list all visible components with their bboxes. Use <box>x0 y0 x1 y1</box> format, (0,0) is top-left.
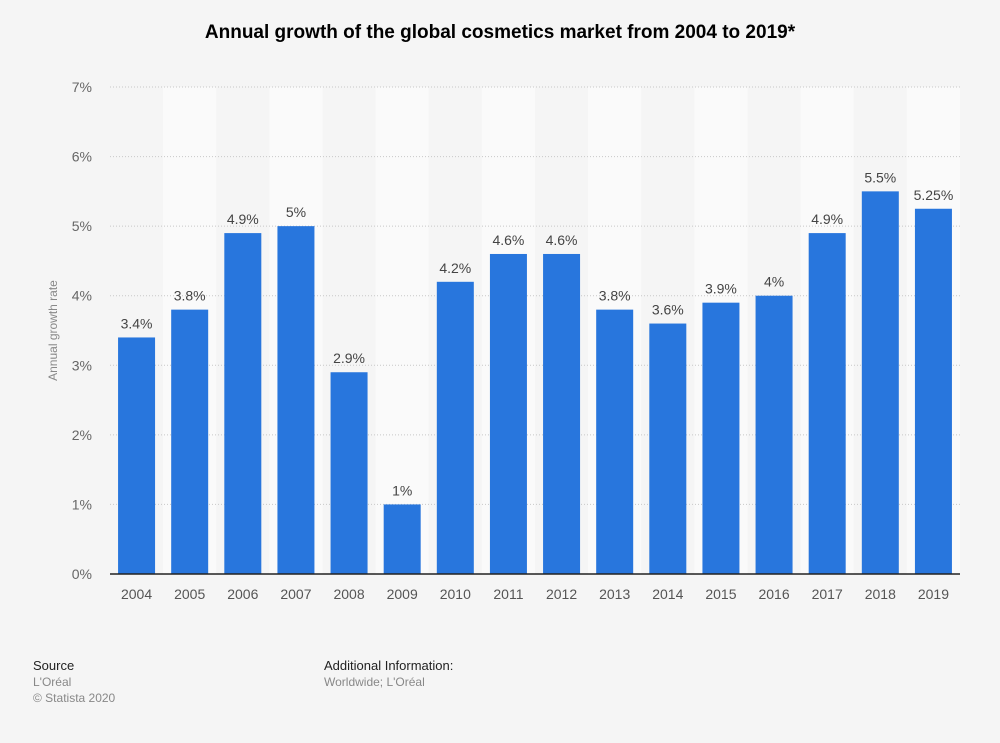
data-label: 4.2% <box>439 260 471 276</box>
data-label: 1% <box>392 482 412 498</box>
bar-2007 <box>277 226 315 574</box>
chart-title: Annual growth of the global cosmetics ma… <box>204 22 796 43</box>
x-tick-label: 2005 <box>174 586 205 602</box>
bar-2005 <box>171 309 209 574</box>
y-tick-label: 4% <box>72 288 92 304</box>
data-label: 3.6% <box>652 302 684 318</box>
data-label: 3.8% <box>174 288 206 304</box>
data-label: 3.9% <box>705 281 737 297</box>
bar-2011 <box>489 253 527 574</box>
data-label: 5% <box>286 204 306 220</box>
x-tick-label: 2012 <box>546 586 577 602</box>
x-tick-label: 2011 <box>493 586 523 602</box>
x-tick-label: 2009 <box>387 586 418 602</box>
x-tick-label: 2014 <box>652 586 683 602</box>
data-label: 2.9% <box>333 350 365 366</box>
info-heading: Additional Information: <box>324 658 454 673</box>
bar-2018 <box>861 191 899 574</box>
x-tick-label: 2004 <box>121 586 152 602</box>
data-label: 5.5% <box>864 169 896 185</box>
copyright: © Statista 2020 <box>33 691 116 705</box>
y-axis-label: Annual growth rate <box>46 280 60 381</box>
bar-2008 <box>330 372 368 574</box>
x-tick-label: 2018 <box>865 586 896 602</box>
x-tick-label: 2013 <box>599 586 630 602</box>
data-label: 4.9% <box>811 211 843 227</box>
additional-info-block: Additional Information: Worldwide; L'Oré… <box>324 658 453 690</box>
y-tick-label: 7% <box>72 79 92 95</box>
bar-2019 <box>914 208 952 574</box>
x-tick-label: 2010 <box>440 586 471 602</box>
y-tick-label: 6% <box>72 149 92 165</box>
column-stripe <box>375 87 429 574</box>
x-tick-label: 2015 <box>705 586 736 602</box>
bar-2009 <box>383 504 421 574</box>
bar-2016 <box>755 295 793 574</box>
x-tick-label: 2008 <box>333 586 364 602</box>
y-tick-label: 2% <box>72 427 92 443</box>
data-label: 4.6% <box>492 232 524 248</box>
bar-2015 <box>702 302 740 574</box>
x-tick-label: 2006 <box>227 586 258 602</box>
x-tick-label: 2007 <box>280 586 311 602</box>
data-label: 3.8% <box>599 288 631 304</box>
x-tick-label: 2017 <box>812 586 843 602</box>
bar-2010 <box>436 281 474 574</box>
y-tick-label: 3% <box>72 357 92 373</box>
source-block: Source L'Oréal © Statista 2020 <box>33 658 115 706</box>
data-label: 4.9% <box>227 211 259 227</box>
source-heading: Source <box>33 658 75 673</box>
x-tick-label: 2016 <box>758 586 789 602</box>
info-text: Worldwide; L'Oréal <box>324 675 425 689</box>
y-tick-label: 1% <box>72 496 92 512</box>
bar-2014 <box>649 323 687 574</box>
data-label: 4% <box>764 274 784 290</box>
x-tick-label: 2019 <box>918 586 949 602</box>
bar-2012 <box>543 253 581 574</box>
bar-2006 <box>224 233 262 574</box>
y-tick-label: 5% <box>72 218 92 234</box>
bar-2004 <box>118 337 156 574</box>
data-label: 4.6% <box>546 232 578 248</box>
data-label: 5.25% <box>914 187 954 203</box>
source-text: L'Oréal <box>33 675 72 689</box>
y-tick-label: 0% <box>72 566 92 582</box>
data-label: 3.4% <box>121 315 153 331</box>
bar-2013 <box>596 309 634 574</box>
bar-2017 <box>808 233 846 574</box>
